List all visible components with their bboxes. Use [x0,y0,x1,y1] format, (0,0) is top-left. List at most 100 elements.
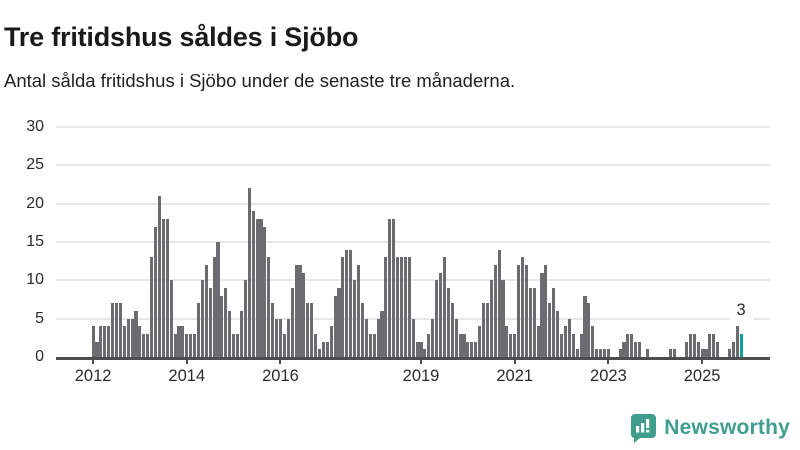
bar [544,265,548,357]
bar [419,341,423,357]
bar [271,303,275,357]
bar [517,265,521,357]
y-axis-label: 25 [26,156,44,174]
bar [372,334,376,357]
bar [325,341,329,357]
x-axis-label-2019: 2019 [402,367,440,385]
bar [232,334,236,357]
bar [700,349,704,357]
bar [302,272,306,357]
bar [259,219,263,357]
x-axis-label-2014: 2014 [168,367,206,385]
bar [520,257,525,357]
bar [524,265,528,357]
bar [208,288,212,357]
bar [497,249,501,357]
bar [349,249,353,357]
bar [595,349,599,357]
bar [157,196,161,357]
bar [169,280,173,357]
bar [278,318,283,357]
bar [575,349,579,357]
bar [357,265,361,357]
y-axis-label: 30 [26,118,44,136]
bar [560,334,564,357]
x-axis-tick-2019 [420,359,423,364]
bar [442,257,446,357]
bar [548,303,552,357]
bar [692,334,696,357]
bar [204,265,208,357]
bar [669,349,673,357]
bar [193,334,197,357]
bar [130,318,134,357]
bar [626,334,630,357]
bar [341,257,345,357]
bar [403,257,407,357]
bar [290,288,294,357]
bar [388,219,392,357]
bar [360,303,364,357]
bar [114,303,119,357]
bar [407,257,411,357]
bar [376,318,380,357]
bar [251,211,255,357]
gridline-y-15 [56,241,770,244]
bar [716,341,720,357]
bar [454,318,458,357]
y-axis-label: 0 [35,348,44,365]
bar [540,272,544,357]
bar [466,341,470,357]
bar [181,326,185,357]
x-axis-label-2016: 2016 [262,367,299,385]
highlight-value-label: 3 [729,301,754,320]
bar [103,326,107,357]
bar [286,318,290,357]
bar [333,295,337,357]
bar [708,334,712,357]
bar [696,341,700,357]
bar [239,311,243,357]
bar [321,341,325,357]
bar [91,326,95,357]
x-axis-label-2023: 2023 [590,367,627,385]
bar [220,295,224,357]
x-axis-tick-2023 [607,359,610,364]
newsworthy-logo-icon [631,414,657,443]
bar [368,334,372,357]
bar [267,257,271,357]
bar [638,341,642,357]
x-axis-tick-2014 [185,359,188,364]
bar [536,326,540,357]
bar [731,341,735,357]
bar [509,334,513,357]
bar [122,326,126,357]
bar [474,341,478,357]
bar [200,280,204,357]
bar [563,326,568,357]
bar [704,349,708,357]
bar [485,303,489,357]
bar [111,303,115,357]
bar [634,341,638,357]
bar [275,318,279,357]
bar [579,334,583,357]
bar [411,318,415,357]
bar [622,341,626,357]
gridline-y-20 [56,202,770,205]
bar [189,334,193,357]
x-axis-label-2025: 2025 [683,367,721,385]
bar [528,288,532,357]
bar [571,334,575,357]
x-axis-tick-2016 [279,359,282,364]
bar [481,303,486,357]
bar [552,288,556,357]
bar [446,288,450,357]
bar [228,311,232,357]
bar [450,303,454,357]
bar [493,265,497,357]
bar [185,334,189,357]
bar [591,326,595,357]
bar [431,318,435,357]
